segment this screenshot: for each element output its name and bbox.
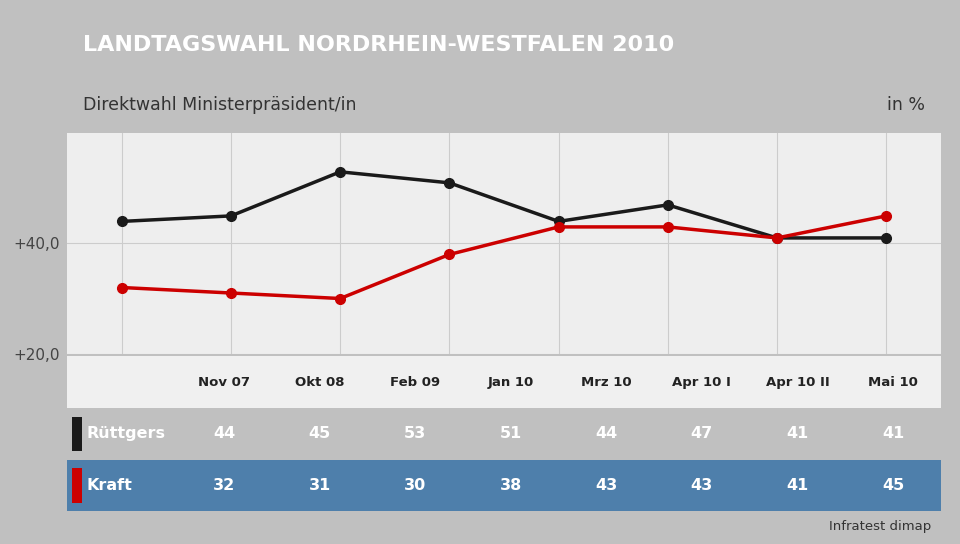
Text: Infratest dimap: Infratest dimap (828, 520, 931, 533)
Text: in %: in % (887, 96, 925, 114)
Text: Apr 10 II: Apr 10 II (766, 376, 829, 388)
Text: 43: 43 (595, 478, 617, 493)
Text: 51: 51 (500, 426, 522, 441)
Text: Rüttgers: Rüttgers (86, 426, 165, 441)
Text: Okt 08: Okt 08 (295, 376, 345, 388)
Bar (72, 417, 82, 451)
Bar (67, 511, 941, 544)
Text: 45: 45 (882, 478, 904, 493)
Text: Nov 07: Nov 07 (198, 376, 251, 388)
Text: Mrz 10: Mrz 10 (581, 376, 632, 388)
Text: Jan 10: Jan 10 (488, 376, 534, 388)
Text: 44: 44 (213, 426, 235, 441)
Text: 41: 41 (882, 426, 904, 441)
Bar (72, 468, 82, 503)
Text: 53: 53 (404, 426, 426, 441)
Text: 38: 38 (500, 478, 522, 493)
Text: 41: 41 (786, 478, 808, 493)
Text: 44: 44 (595, 426, 617, 441)
Bar (67, 460, 941, 511)
Text: 47: 47 (691, 426, 713, 441)
Text: 43: 43 (691, 478, 713, 493)
Text: Direktwahl Ministerpräsident/in: Direktwahl Ministerpräsident/in (83, 96, 356, 114)
Text: 41: 41 (786, 426, 808, 441)
Text: 32: 32 (213, 478, 235, 493)
Text: Kraft: Kraft (86, 478, 132, 493)
Text: 31: 31 (308, 478, 331, 493)
Text: Feb 09: Feb 09 (390, 376, 441, 388)
Text: 45: 45 (308, 426, 331, 441)
Text: Apr 10 I: Apr 10 I (673, 376, 732, 388)
Text: Mai 10: Mai 10 (868, 376, 918, 388)
Bar (67, 356, 941, 408)
Text: LANDTAGSWAHL NORDRHEIN-WESTFALEN 2010: LANDTAGSWAHL NORDRHEIN-WESTFALEN 2010 (83, 35, 674, 55)
Text: 30: 30 (404, 478, 426, 493)
